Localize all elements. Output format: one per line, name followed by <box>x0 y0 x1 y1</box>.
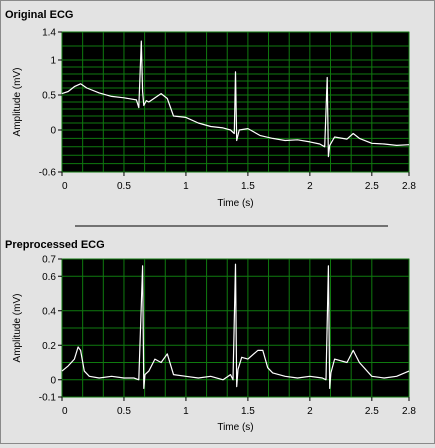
y-tick-label: -0.1 <box>39 393 57 404</box>
x-tick-label: 0 <box>62 181 68 192</box>
x-tick-label: 2.5 <box>365 181 379 192</box>
x-tick-label: 0.5 <box>117 406 131 417</box>
x-tick-label: 0 <box>62 406 68 417</box>
y-tick-label: 1 <box>50 56 56 67</box>
y-tick-label: 0 <box>50 375 56 386</box>
x-tick-label: 1.5 <box>241 406 255 417</box>
ecg-series-line <box>61 40 410 158</box>
x-tick-label: 2 <box>307 406 313 417</box>
x-tick-label: 2.5 <box>365 406 379 417</box>
y-tick-label: 0 <box>50 126 56 137</box>
chart-title: Original ECG <box>5 9 73 21</box>
y-tick-label: 0.7 <box>42 255 56 266</box>
x-tick-label: 0.5 <box>117 181 131 192</box>
x-tick-label: 2 <box>307 181 313 192</box>
x-axis-label: Time (s) <box>217 198 253 209</box>
x-axis-label: Time (s) <box>217 422 253 433</box>
x-tick-label: 1.5 <box>241 181 255 192</box>
x-tick-label: 1 <box>183 406 189 417</box>
y-axis-label: Amplitude (mV) <box>12 294 23 363</box>
y-tick-label: 0.6 <box>42 272 56 283</box>
y-tick-label: 0.4 <box>42 306 56 317</box>
y-tick-label: 0.5 <box>42 91 56 102</box>
y-tick-label: 0.2 <box>42 341 56 352</box>
y-tick-label: 1.4 <box>42 28 56 39</box>
x-tick-label: 2.8 <box>402 406 416 417</box>
chart-title: Preprocessed ECG <box>5 239 105 251</box>
x-tick-label: 2.8 <box>402 181 416 192</box>
ecg-series-line <box>61 263 410 389</box>
y-axis-label: Amplitude (mV) <box>12 68 23 137</box>
y-tick-label: -0.6 <box>39 168 57 179</box>
x-tick-label: 1 <box>183 181 189 192</box>
